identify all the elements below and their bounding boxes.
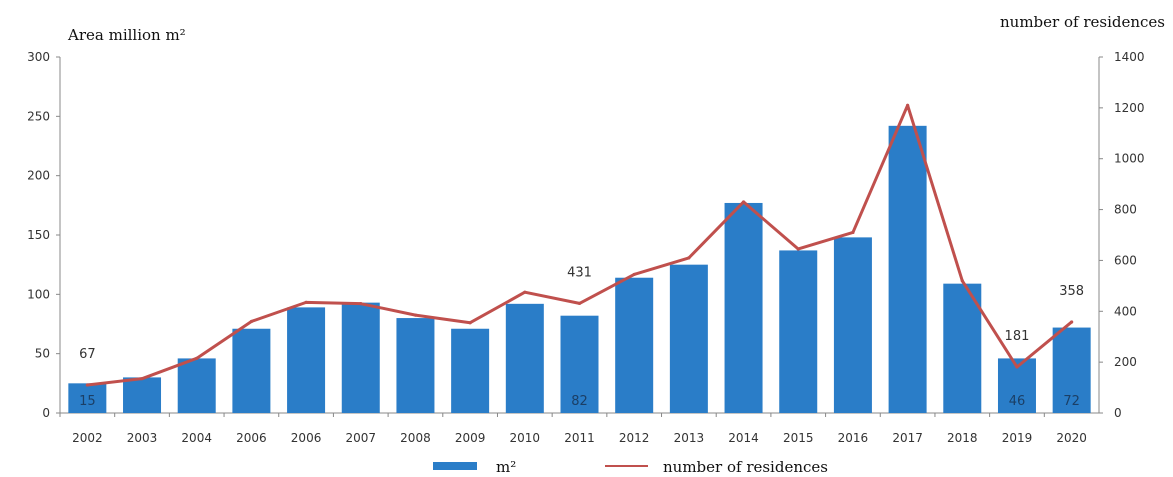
- bar: [1052, 327, 1091, 413]
- bar: [833, 237, 872, 413]
- right-tick-label: 600: [1114, 253, 1137, 267]
- line-point: [741, 200, 746, 204]
- x-tick-label: 2010: [510, 431, 541, 445]
- x-tick-label: 2018: [947, 431, 978, 445]
- right-tick-label: 400: [1114, 304, 1137, 318]
- line-data-label: 181: [1005, 329, 1030, 344]
- bar: [615, 277, 654, 413]
- left-tick-label: 200: [27, 169, 50, 183]
- x-tick-label: 2016: [838, 431, 869, 445]
- bar: [123, 377, 162, 413]
- line-point: [249, 319, 253, 324]
- bar: [232, 328, 271, 413]
- x-tick-label: 2020: [1056, 431, 1087, 445]
- bar: [177, 358, 216, 413]
- bar: [451, 328, 490, 413]
- line-point: [851, 230, 855, 235]
- bar: [68, 383, 107, 413]
- line-point: [85, 383, 89, 387]
- line-data-label: 358: [1059, 284, 1084, 299]
- left-tick-label: 0: [42, 406, 50, 420]
- bar-data-label: 15: [79, 394, 96, 409]
- line-point: [796, 247, 800, 251]
- right-tick-label: 1200: [1114, 101, 1145, 115]
- bar: [943, 283, 982, 413]
- bar: [779, 250, 818, 413]
- line-point: [906, 103, 910, 107]
- x-tick-label: 2013: [674, 431, 705, 445]
- right-axis-title: number of residences: [1000, 13, 1165, 31]
- line-point: [140, 377, 144, 381]
- right-tick-label: 0: [1114, 406, 1122, 420]
- line-point: [960, 279, 964, 283]
- x-tick-label: 2004: [181, 431, 212, 445]
- bar: [560, 315, 599, 413]
- x-tick-label: 2012: [619, 431, 650, 445]
- line-point: [687, 256, 691, 260]
- bar: [396, 318, 435, 413]
- left-tick-label: 250: [27, 109, 50, 123]
- line-point: [1015, 365, 1019, 369]
- x-tick-label: 2014: [728, 431, 759, 445]
- left-tick-label: 50: [35, 347, 50, 361]
- line-point: [632, 272, 636, 277]
- bar: [287, 307, 326, 413]
- right-tick-label: 200: [1114, 355, 1137, 369]
- legend-line-label: number of residences: [663, 458, 828, 476]
- legend-bar-label: m²: [496, 458, 516, 476]
- x-tick-label: 2017: [892, 431, 923, 445]
- line-point: [413, 313, 418, 317]
- x-tick-label: 2006: [291, 431, 322, 445]
- line-point: [468, 321, 472, 325]
- right-tick-label: 1400: [1114, 50, 1145, 64]
- line-data-label: 431: [567, 265, 592, 280]
- line-point: [304, 300, 308, 304]
- x-tick-label: 2006: [236, 431, 267, 445]
- x-tick-label: 2011: [564, 431, 595, 445]
- left-tick-label: 150: [27, 228, 50, 242]
- bar-data-label: 82: [571, 394, 588, 409]
- left-tick-label: 300: [27, 50, 50, 64]
- line-point: [359, 302, 363, 306]
- x-tick-label: 2019: [1002, 431, 1033, 445]
- bar-data-label: 46: [1009, 394, 1026, 409]
- line-point: [577, 301, 582, 306]
- x-tick-label: 2007: [345, 431, 376, 445]
- bar: [724, 202, 763, 413]
- x-tick-label: 2003: [127, 431, 158, 445]
- line-data-label: 67: [79, 347, 96, 362]
- bar: [341, 302, 380, 413]
- line-point: [195, 356, 199, 360]
- bar: [505, 303, 544, 413]
- left-axis-title: Area million m²: [67, 26, 186, 44]
- bar: [669, 264, 708, 413]
- plot-area: 0 50 100 150 200 250 300 0 200 400 600 800 1000 1200 1…: [27, 50, 1144, 445]
- x-tick-label: 2009: [455, 431, 486, 445]
- right-tick-label: 800: [1114, 203, 1137, 217]
- line-point: [523, 290, 527, 294]
- left-tick-label: 100: [27, 287, 50, 301]
- right-tick-label: 1000: [1114, 152, 1145, 166]
- x-tick-label: 2002: [72, 431, 103, 445]
- x-tick-label: 2008: [400, 431, 431, 445]
- bar: [888, 125, 927, 414]
- bar-data-label: 72: [1063, 394, 1080, 409]
- line-point: [1070, 320, 1074, 324]
- x-tick-label: 2015: [783, 431, 814, 445]
- legend-bar-swatch: [433, 462, 477, 470]
- legend: m² number of residences: [433, 458, 828, 476]
